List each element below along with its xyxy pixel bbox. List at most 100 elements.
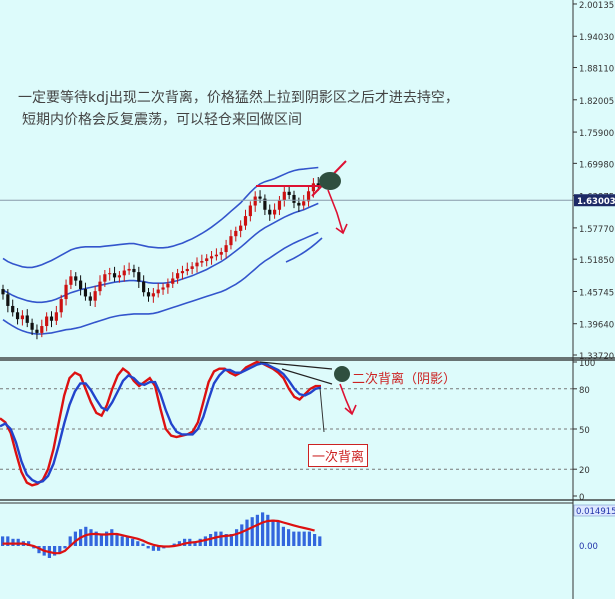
price-tick-label: 2.00135 bbox=[579, 1, 614, 11]
candle-body bbox=[88, 296, 92, 301]
macd-histogram-bar bbox=[261, 512, 265, 546]
macd-histogram-bar bbox=[115, 534, 119, 546]
macd-histogram-bar bbox=[183, 538, 187, 546]
candle-body bbox=[171, 278, 175, 284]
candle-body bbox=[40, 326, 44, 333]
kdj-trend-line-lower bbox=[281, 368, 333, 385]
candle-body bbox=[11, 305, 15, 313]
candle-body bbox=[15, 312, 20, 320]
macd-histogram-bar bbox=[16, 538, 20, 546]
macd-histogram-bar bbox=[141, 543, 145, 546]
kdj-tick-label: 80 bbox=[579, 386, 590, 396]
bollinger-band-middle bbox=[2, 202, 319, 304]
candle-body bbox=[302, 201, 306, 206]
price-tick-label: 1.75900 bbox=[579, 129, 614, 139]
macd-histogram-bar bbox=[255, 514, 259, 546]
candle-body bbox=[117, 275, 121, 278]
kdj-trend-line bbox=[259, 361, 333, 370]
candle-body bbox=[83, 289, 88, 297]
candle-body bbox=[234, 230, 238, 237]
candle-body bbox=[146, 292, 151, 297]
macd-histogram-bar bbox=[292, 531, 296, 546]
current-price-label: 1.63003 bbox=[577, 197, 615, 207]
down-arrow-head bbox=[335, 223, 348, 235]
annotation-line-2: 短期内价格会反复震荡，可以轻仓来回做区间 bbox=[22, 112, 302, 128]
candle-body bbox=[219, 252, 223, 255]
candle-body bbox=[273, 209, 277, 215]
candle-body bbox=[277, 200, 282, 210]
candle-body bbox=[306, 191, 311, 202]
macd-histogram-bar bbox=[229, 534, 233, 546]
candle-body bbox=[59, 299, 63, 313]
macd-histogram-bar bbox=[224, 534, 228, 546]
candle-body bbox=[64, 284, 68, 300]
candle-body bbox=[297, 202, 301, 206]
candle-body bbox=[224, 245, 228, 253]
macd-max-box bbox=[573, 504, 615, 517]
price-tick-label: 1.94030 bbox=[579, 33, 614, 43]
candle-body bbox=[49, 316, 54, 321]
kdj-panel bbox=[0, 360, 573, 487]
macd-histogram-bar bbox=[177, 541, 181, 546]
first-divergence-pointer bbox=[319, 387, 325, 433]
macd-histogram-bar bbox=[131, 538, 135, 546]
macd-histogram-bar bbox=[99, 534, 103, 546]
bollinger-band-lower bbox=[2, 231, 319, 335]
candle-body bbox=[311, 183, 315, 192]
candle-body bbox=[132, 268, 136, 273]
current-price-box bbox=[574, 194, 615, 207]
candle-body bbox=[103, 274, 107, 282]
price-tick-label: 1.33720 bbox=[579, 352, 614, 362]
candle-body bbox=[122, 270, 126, 276]
macd-histogram-bar bbox=[266, 514, 270, 546]
candle-body bbox=[156, 289, 160, 294]
macd-histogram-bar bbox=[94, 531, 98, 546]
macd-histogram-bar bbox=[219, 531, 223, 546]
candle-body bbox=[316, 183, 320, 187]
macd-histogram-bar bbox=[27, 541, 31, 546]
macd-histogram-bar bbox=[287, 529, 291, 546]
candle-body bbox=[137, 272, 141, 282]
price-panel bbox=[0, 166, 573, 340]
macd-histogram-bar bbox=[313, 534, 317, 546]
candle-body bbox=[35, 329, 39, 333]
macd-histogram-bar bbox=[157, 546, 161, 551]
candle-body bbox=[93, 291, 97, 301]
first-divergence-label: 一次背离 bbox=[308, 444, 369, 467]
shadow-marker-kdj bbox=[334, 366, 350, 382]
candle-body bbox=[161, 287, 165, 290]
candle-body bbox=[180, 271, 185, 274]
candle-body bbox=[176, 273, 180, 279]
price-tick-label: 1.82005 bbox=[579, 97, 614, 107]
macd-histogram-bar bbox=[297, 531, 301, 546]
kdj-tick-label: 50 bbox=[579, 426, 590, 436]
annotation-line-1: 一定要等待kdj出现二次背离，价格猛然上拉到阴影区之后才进去持空， bbox=[18, 90, 459, 106]
kdj-tick-label: 20 bbox=[579, 466, 590, 476]
macd-histogram-bar bbox=[198, 538, 202, 546]
macd-histogram-bar bbox=[271, 519, 275, 546]
candle-body bbox=[74, 276, 78, 281]
candle-body bbox=[214, 254, 218, 257]
candle-body bbox=[292, 194, 296, 203]
macd-histogram-bar bbox=[235, 529, 239, 546]
macd-histogram-bar bbox=[11, 538, 15, 546]
macd-histogram-bar bbox=[110, 529, 114, 546]
down-arrow-price bbox=[327, 189, 344, 234]
macd-histogram-bar bbox=[250, 517, 254, 546]
candle-body bbox=[20, 315, 24, 320]
second-divergence-label: 二次背离（阴影） bbox=[352, 372, 457, 387]
macd-histogram-bar bbox=[318, 536, 322, 546]
macd-histogram-bar bbox=[193, 541, 197, 546]
candle-body bbox=[190, 266, 194, 269]
candle-body bbox=[30, 322, 34, 330]
kdj-tick-label: 100 bbox=[579, 359, 595, 369]
kdj-line-2 bbox=[0, 362, 322, 484]
shadow-marker-price bbox=[319, 172, 341, 190]
macd-histogram-bar bbox=[89, 529, 93, 546]
down-arrow-kdj-head bbox=[344, 404, 357, 416]
macd-histogram-bar bbox=[307, 531, 311, 546]
candle-body bbox=[1, 289, 5, 295]
macd-panel bbox=[0, 502, 573, 558]
candle-body bbox=[6, 294, 10, 306]
